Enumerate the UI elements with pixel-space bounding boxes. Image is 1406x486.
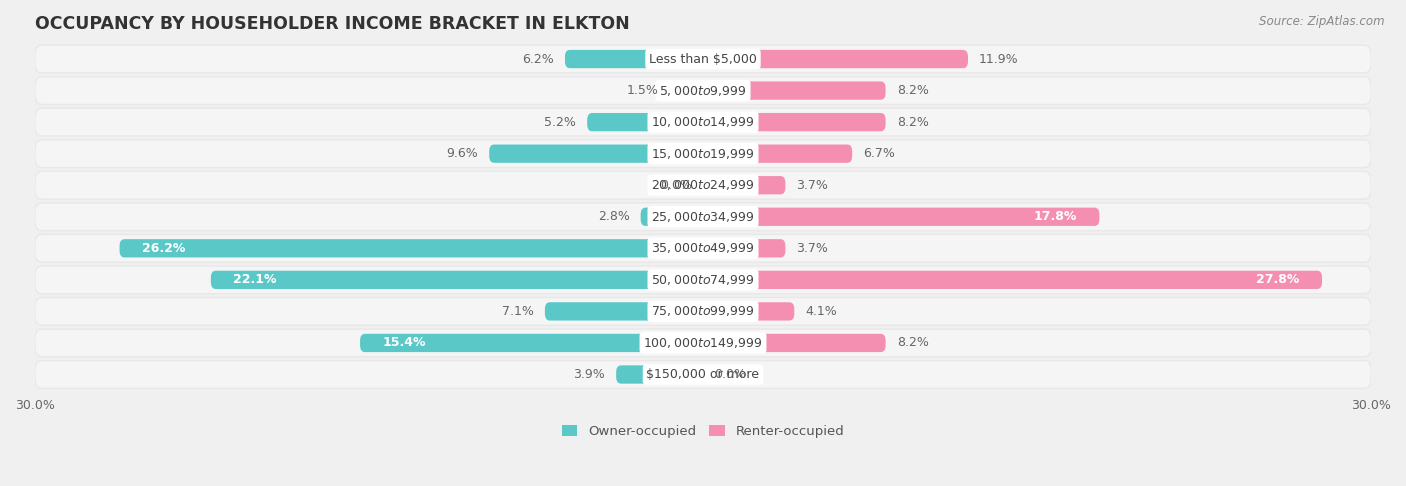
- FancyBboxPatch shape: [616, 365, 703, 383]
- Text: $50,000 to $74,999: $50,000 to $74,999: [651, 273, 755, 287]
- Text: $20,000 to $24,999: $20,000 to $24,999: [651, 178, 755, 192]
- FancyBboxPatch shape: [703, 239, 786, 258]
- FancyBboxPatch shape: [35, 234, 1371, 262]
- FancyBboxPatch shape: [360, 334, 703, 352]
- Text: 0.0%: 0.0%: [714, 368, 747, 381]
- Text: 6.7%: 6.7%: [863, 147, 896, 160]
- Text: 22.1%: 22.1%: [233, 273, 277, 286]
- Text: 3.9%: 3.9%: [574, 368, 605, 381]
- Text: OCCUPANCY BY HOUSEHOLDER INCOME BRACKET IN ELKTON: OCCUPANCY BY HOUSEHOLDER INCOME BRACKET …: [35, 15, 630, 33]
- Text: 3.7%: 3.7%: [797, 179, 828, 191]
- FancyBboxPatch shape: [489, 144, 703, 163]
- Text: 5.2%: 5.2%: [544, 116, 576, 129]
- Text: 9.6%: 9.6%: [446, 147, 478, 160]
- FancyBboxPatch shape: [35, 329, 1371, 357]
- FancyBboxPatch shape: [703, 82, 886, 100]
- FancyBboxPatch shape: [641, 208, 703, 226]
- Text: 8.2%: 8.2%: [897, 84, 928, 97]
- Text: Source: ZipAtlas.com: Source: ZipAtlas.com: [1260, 15, 1385, 28]
- FancyBboxPatch shape: [588, 113, 703, 131]
- FancyBboxPatch shape: [703, 113, 886, 131]
- FancyBboxPatch shape: [703, 208, 1099, 226]
- FancyBboxPatch shape: [35, 297, 1371, 325]
- Text: 3.7%: 3.7%: [797, 242, 828, 255]
- Text: 8.2%: 8.2%: [897, 336, 928, 349]
- FancyBboxPatch shape: [703, 144, 852, 163]
- Text: 26.2%: 26.2%: [142, 242, 186, 255]
- Text: 6.2%: 6.2%: [522, 52, 554, 66]
- FancyBboxPatch shape: [211, 271, 703, 289]
- FancyBboxPatch shape: [35, 266, 1371, 294]
- FancyBboxPatch shape: [35, 108, 1371, 136]
- Text: $150,000 or more: $150,000 or more: [647, 368, 759, 381]
- Text: 0.0%: 0.0%: [659, 179, 692, 191]
- FancyBboxPatch shape: [35, 77, 1371, 104]
- FancyBboxPatch shape: [703, 302, 794, 321]
- FancyBboxPatch shape: [703, 334, 886, 352]
- Text: $15,000 to $19,999: $15,000 to $19,999: [651, 147, 755, 161]
- FancyBboxPatch shape: [703, 176, 786, 194]
- Text: $35,000 to $49,999: $35,000 to $49,999: [651, 242, 755, 255]
- Text: 17.8%: 17.8%: [1033, 210, 1077, 223]
- Text: Less than $5,000: Less than $5,000: [650, 52, 756, 66]
- FancyBboxPatch shape: [35, 140, 1371, 168]
- Text: 2.8%: 2.8%: [598, 210, 630, 223]
- Text: $75,000 to $99,999: $75,000 to $99,999: [651, 304, 755, 318]
- Legend: Owner-occupied, Renter-occupied: Owner-occupied, Renter-occupied: [557, 420, 849, 443]
- FancyBboxPatch shape: [669, 82, 703, 100]
- Text: 11.9%: 11.9%: [979, 52, 1019, 66]
- Text: 27.8%: 27.8%: [1257, 273, 1299, 286]
- Text: $5,000 to $9,999: $5,000 to $9,999: [659, 84, 747, 98]
- Text: 7.1%: 7.1%: [502, 305, 534, 318]
- FancyBboxPatch shape: [35, 45, 1371, 73]
- FancyBboxPatch shape: [120, 239, 703, 258]
- Text: 15.4%: 15.4%: [382, 336, 426, 349]
- Text: $25,000 to $34,999: $25,000 to $34,999: [651, 210, 755, 224]
- Text: $100,000 to $149,999: $100,000 to $149,999: [644, 336, 762, 350]
- Text: $10,000 to $14,999: $10,000 to $14,999: [651, 115, 755, 129]
- FancyBboxPatch shape: [546, 302, 703, 321]
- FancyBboxPatch shape: [703, 50, 967, 68]
- Text: 4.1%: 4.1%: [806, 305, 837, 318]
- FancyBboxPatch shape: [565, 50, 703, 68]
- FancyBboxPatch shape: [35, 203, 1371, 231]
- Text: 8.2%: 8.2%: [897, 116, 928, 129]
- FancyBboxPatch shape: [35, 172, 1371, 199]
- Text: 1.5%: 1.5%: [627, 84, 658, 97]
- FancyBboxPatch shape: [703, 271, 1322, 289]
- FancyBboxPatch shape: [35, 361, 1371, 388]
